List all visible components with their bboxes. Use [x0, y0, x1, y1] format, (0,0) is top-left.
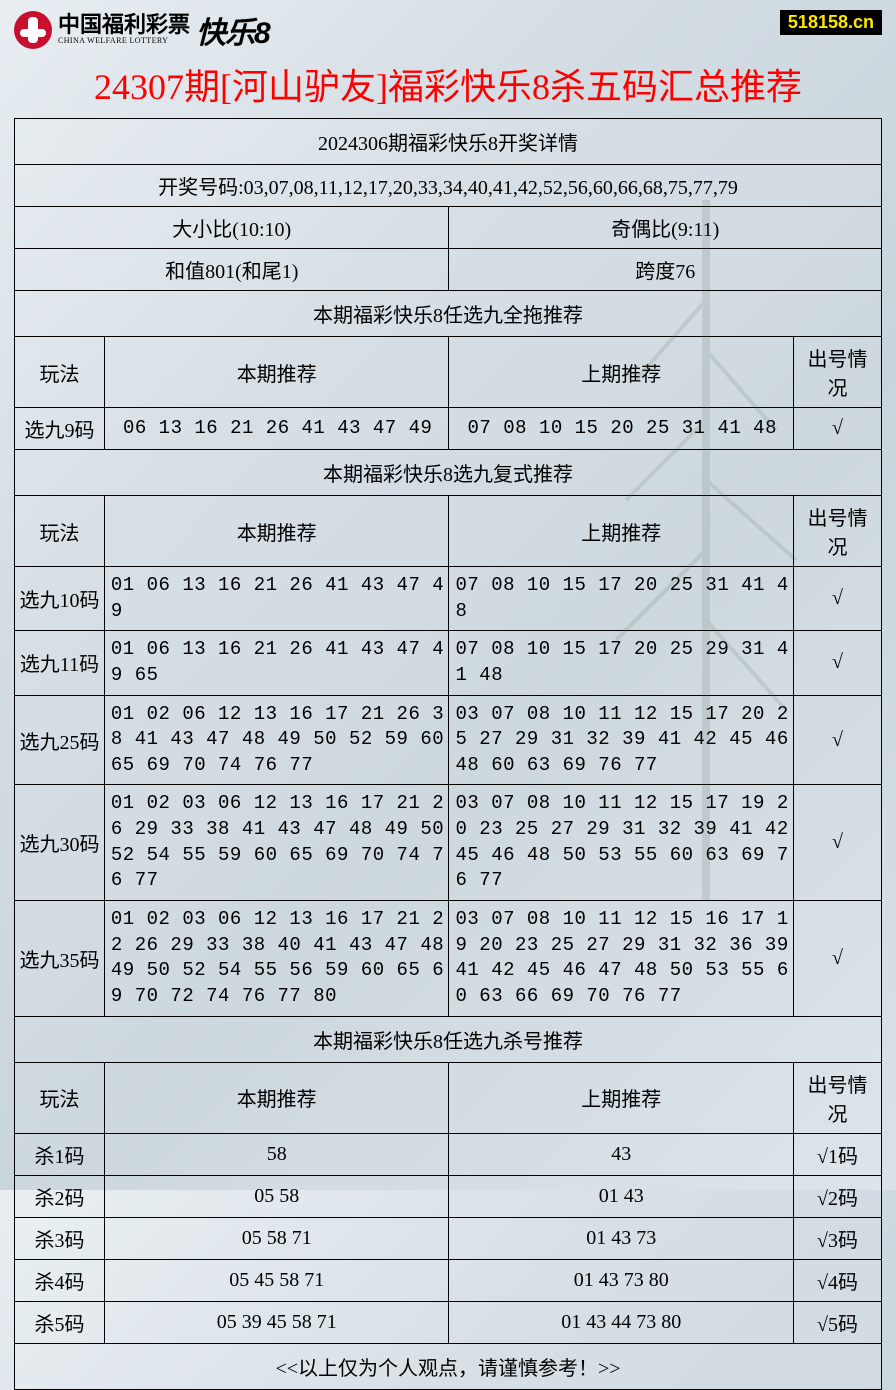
table-row: 杀1码 58 43 √1码 — [15, 1133, 882, 1175]
brand-cn: 中国福利彩票 — [58, 14, 190, 36]
table-row: 选九9码 06 13 16 21 26 41 43 47 49 07 08 10… — [15, 408, 882, 450]
prev-cell: 03 07 08 10 11 12 15 17 19 20 23 25 27 2… — [449, 785, 794, 901]
prev-cell: 07 08 10 15 17 20 25 29 31 41 48 — [449, 631, 794, 695]
current-cell: 05 45 58 71 — [104, 1259, 449, 1301]
col-result: 出号情况 — [794, 496, 882, 567]
col-play: 玩法 — [15, 337, 105, 408]
prev-cell: 01 43 44 73 80 — [449, 1301, 794, 1343]
prev-cell: 03 07 08 10 11 12 15 17 20 25 27 29 31 3… — [449, 695, 794, 785]
col-prev: 上期推荐 — [449, 1062, 794, 1133]
header: 中国福利彩票 CHINA WELFARE LOTTERY 快乐8 518158.… — [0, 0, 896, 56]
col-current: 本期推荐 — [104, 1062, 449, 1133]
play-cell: 选九30码 — [15, 785, 105, 901]
play-cell: 杀4码 — [15, 1259, 105, 1301]
brand-block: 中国福利彩票 CHINA WELFARE LOTTERY — [58, 14, 190, 46]
brand-en: CHINA WELFARE LOTTERY — [58, 36, 190, 46]
play-cell: 选九35码 — [15, 901, 105, 1017]
prev-cell: 07 08 10 15 20 25 31 41 48 — [449, 408, 794, 450]
brand-kl8: 快乐8 — [196, 8, 270, 52]
result-cell: √ — [794, 901, 882, 1017]
page-title: 24307期[河山驴友]福彩快乐8杀五码汇总推荐 — [0, 56, 896, 118]
table-row: 选九11码 01 06 13 16 21 26 41 43 47 49 65 0… — [15, 631, 882, 695]
col-current: 本期推荐 — [104, 337, 449, 408]
table-row: 选九30码 01 02 03 06 12 13 16 17 21 26 29 3… — [15, 785, 882, 901]
play-cell: 选九11码 — [15, 631, 105, 695]
play-cell: 选九9码 — [15, 408, 105, 450]
current-cell: 01 02 03 06 12 13 16 17 21 26 29 33 38 4… — [104, 785, 449, 901]
result-cell: √ — [794, 695, 882, 785]
current-cell: 05 58 71 — [104, 1217, 449, 1259]
result-cell: √3码 — [794, 1217, 882, 1259]
col-current: 本期推荐 — [104, 496, 449, 567]
current-cell: 06 13 16 21 26 41 43 47 49 — [104, 408, 449, 450]
footer-note: <<以上仅为个人观点，请谨慎参考！>> — [15, 1343, 882, 1389]
span-value: 跨度76 — [449, 249, 882, 291]
draw-heading: 2024306期福彩快乐8开奖详情 — [15, 119, 882, 165]
table-row: 杀5码 05 39 45 58 71 01 43 44 73 80 √5码 — [15, 1301, 882, 1343]
draw-numbers: 开奖号码:03,07,08,11,12,17,20,33,34,40,41,42… — [15, 165, 882, 207]
result-cell: √ — [794, 408, 882, 450]
col-result: 出号情况 — [794, 337, 882, 408]
col-play: 玩法 — [15, 1062, 105, 1133]
table-row: 选九35码 01 02 03 06 12 13 16 17 21 22 26 2… — [15, 901, 882, 1017]
current-cell: 05 39 45 58 71 — [104, 1301, 449, 1343]
current-cell: 01 06 13 16 21 26 41 43 47 49 65 — [104, 631, 449, 695]
site-badge: 518158.cn — [780, 10, 882, 35]
col-play: 玩法 — [15, 496, 105, 567]
size-ratio: 大小比(10:10) — [15, 207, 449, 249]
table-row: 选九10码 01 06 13 16 21 26 41 43 47 49 07 0… — [15, 567, 882, 631]
col-result: 出号情况 — [794, 1062, 882, 1133]
parity-ratio: 奇偶比(9:11) — [449, 207, 882, 249]
section2-heading: 本期福彩快乐8选九复式推荐 — [15, 450, 882, 496]
section1-heading: 本期福彩快乐8任选九全拖推荐 — [15, 291, 882, 337]
current-cell: 58 — [104, 1133, 449, 1175]
play-cell: 杀3码 — [15, 1217, 105, 1259]
current-cell: 05 58 — [104, 1175, 449, 1217]
result-cell: √5码 — [794, 1301, 882, 1343]
table-row: 杀4码 05 45 58 71 01 43 73 80 √4码 — [15, 1259, 882, 1301]
prev-cell: 03 07 08 10 11 12 15 16 17 19 20 23 25 2… — [449, 901, 794, 1017]
sum-value: 和值801(和尾1) — [15, 249, 449, 291]
play-cell: 杀5码 — [15, 1301, 105, 1343]
current-cell: 01 06 13 16 21 26 41 43 47 49 — [104, 567, 449, 631]
col-prev: 上期推荐 — [449, 337, 794, 408]
current-cell: 01 02 03 06 12 13 16 17 21 22 26 29 33 3… — [104, 901, 449, 1017]
play-cell: 杀2码 — [15, 1175, 105, 1217]
prev-cell: 01 43 — [449, 1175, 794, 1217]
play-cell: 选九25码 — [15, 695, 105, 785]
prev-cell: 01 43 73 — [449, 1217, 794, 1259]
current-cell: 01 02 06 12 13 16 17 21 26 38 41 43 47 4… — [104, 695, 449, 785]
table-row: 选九25码 01 02 06 12 13 16 17 21 26 38 41 4… — [15, 695, 882, 785]
prev-cell: 01 43 73 80 — [449, 1259, 794, 1301]
play-cell: 选九10码 — [15, 567, 105, 631]
prev-cell: 07 08 10 15 17 20 25 31 41 48 — [449, 567, 794, 631]
result-cell: √ — [794, 785, 882, 901]
table-row: 杀2码 05 58 01 43 √2码 — [15, 1175, 882, 1217]
result-cell: √1码 — [794, 1133, 882, 1175]
section3-heading: 本期福彩快乐8任选九杀号推荐 — [15, 1016, 882, 1062]
lottery-logo-icon — [14, 11, 52, 49]
result-cell: √4码 — [794, 1259, 882, 1301]
result-cell: √ — [794, 567, 882, 631]
result-cell: √ — [794, 631, 882, 695]
main-table: 2024306期福彩快乐8开奖详情 开奖号码:03,07,08,11,12,17… — [14, 118, 882, 1390]
play-cell: 杀1码 — [15, 1133, 105, 1175]
col-prev: 上期推荐 — [449, 496, 794, 567]
prev-cell: 43 — [449, 1133, 794, 1175]
table-row: 杀3码 05 58 71 01 43 73 √3码 — [15, 1217, 882, 1259]
result-cell: √2码 — [794, 1175, 882, 1217]
